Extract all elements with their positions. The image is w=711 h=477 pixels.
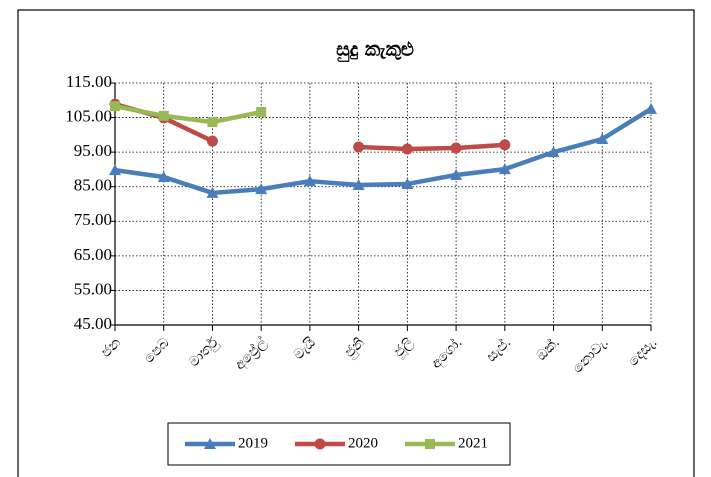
marker [352, 178, 365, 190]
y-tick-label: 105.00 [65, 106, 112, 125]
marker [401, 177, 414, 189]
legend-label: 2020 [348, 435, 378, 451]
marker [353, 141, 365, 153]
series-line [114, 103, 262, 125]
series-line [358, 142, 505, 152]
marker [204, 438, 216, 449]
marker [596, 133, 609, 145]
marker [157, 171, 170, 183]
marker [109, 164, 121, 176]
y-tick-label: 55.00 [74, 279, 112, 298]
marker [450, 168, 463, 180]
y-tick-label: 45.00 [74, 314, 112, 333]
legend-label: 2019 [238, 435, 268, 451]
chart-border [17, 9, 695, 477]
marker [256, 107, 267, 118]
y-tick-label: 65.00 [74, 245, 112, 264]
marker [645, 102, 657, 114]
y-tick-label: 75.00 [74, 210, 112, 229]
y-tick-label: 95.00 [74, 141, 112, 160]
y-tick-label: 115.00 [66, 72, 112, 91]
marker [499, 139, 511, 151]
marker [425, 439, 435, 449]
marker [450, 142, 462, 154]
chart-title: සුදු කැකුළු [336, 39, 414, 64]
marker [401, 143, 413, 155]
legend-label: 2021 [458, 435, 488, 451]
marker [255, 183, 268, 195]
series-line [114, 107, 653, 196]
marker [206, 135, 218, 147]
marker [206, 186, 219, 198]
marker [303, 175, 316, 187]
marker [314, 438, 326, 450]
y-tick-label: 85.00 [74, 176, 112, 195]
marker [110, 101, 120, 112]
marker [547, 146, 560, 158]
marker [498, 163, 511, 175]
marker [158, 110, 169, 121]
marker [207, 117, 218, 128]
